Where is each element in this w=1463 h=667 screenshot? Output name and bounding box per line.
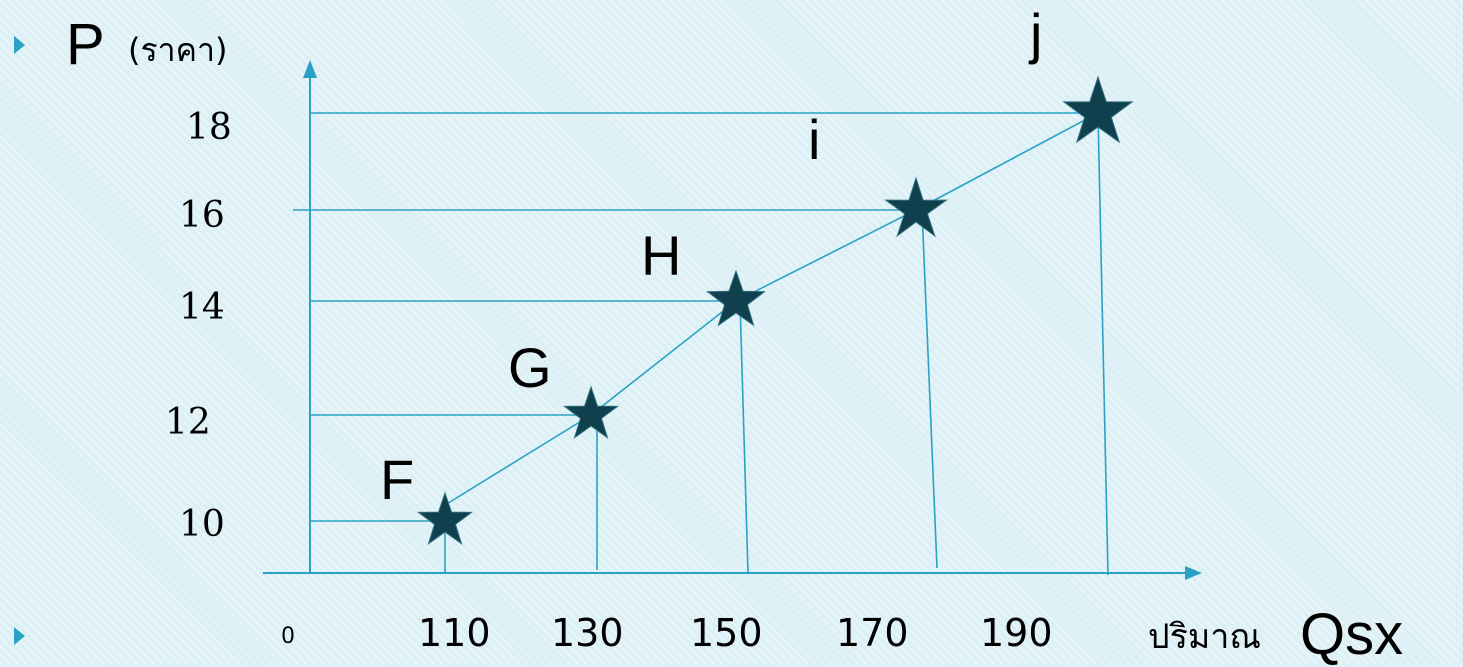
guide-line-vertical bbox=[921, 209, 938, 569]
data-point-star-h bbox=[706, 269, 766, 327]
x-tick-label: 130 bbox=[551, 611, 624, 655]
bullet-bottom-icon bbox=[14, 627, 25, 645]
y-axis-label-note: (ราคา) bbox=[128, 31, 228, 69]
point-label-f: F bbox=[380, 448, 415, 511]
y-tick-label: 10 bbox=[179, 504, 225, 545]
data-point-star-g bbox=[562, 385, 620, 439]
x-axis-label-suffix: Qsx bbox=[1300, 602, 1404, 667]
y-axis-arrow-icon bbox=[303, 60, 317, 78]
data-point-star-i bbox=[884, 176, 948, 238]
x-tick-label: 110 bbox=[418, 611, 491, 655]
data-point-star-f bbox=[416, 491, 474, 545]
point-label-h: H bbox=[641, 224, 682, 287]
point-label-g: G bbox=[508, 336, 552, 399]
y-tick-label: 16 bbox=[179, 195, 225, 236]
x-axis-arrow-icon bbox=[1185, 566, 1202, 580]
x-tick-label: 190 bbox=[980, 611, 1053, 655]
bullet-top-icon bbox=[14, 36, 25, 54]
series-line bbox=[444, 112, 1099, 506]
origin-label: 0 bbox=[281, 624, 295, 649]
y-axis-label: P bbox=[66, 12, 105, 77]
y-tick-label: 18 bbox=[186, 107, 232, 148]
y-tick-label: 14 bbox=[179, 287, 225, 328]
point-label-i: i bbox=[808, 108, 821, 171]
x-axis-label: ปริมาณ bbox=[1148, 617, 1261, 657]
x-tick-label: 150 bbox=[690, 611, 763, 655]
guide-line-vertical bbox=[739, 300, 749, 574]
y-tick-label: 12 bbox=[165, 402, 211, 443]
x-tick-label: 170 bbox=[836, 611, 909, 655]
guide-line-vertical bbox=[1097, 112, 1109, 576]
point-label-j: j bbox=[1030, 2, 1043, 65]
data-point-star-j bbox=[1062, 75, 1134, 144]
